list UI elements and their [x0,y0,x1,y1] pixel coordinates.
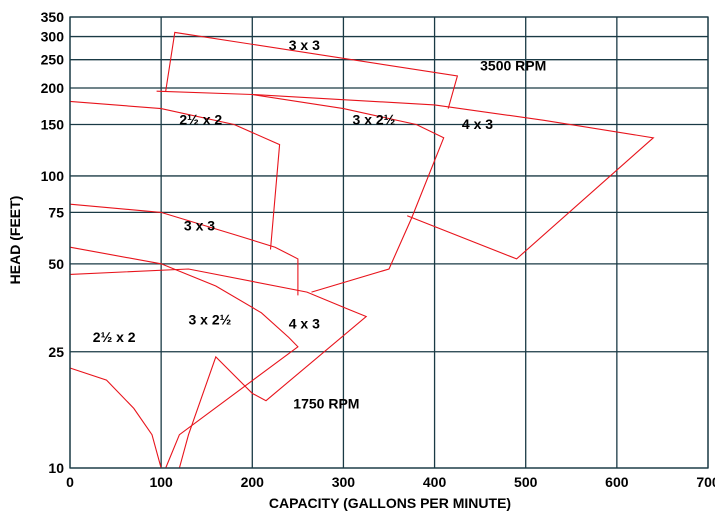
y-axis-label: HEAD (FEET) [7,196,23,285]
y-tick-label: 50 [48,256,64,272]
region-label: 2½ x 2 [179,111,222,127]
tick-labels: 0 100 200 300 400 500 600 700 10 25 50 75 100 150 200 2… [41,9,715,490]
y-tick-label: 75 [48,204,64,220]
pump-curve [156,90,445,293]
x-axis-label: CAPACITY (GALLONS PER MINUTE) [269,495,511,511]
region-label: 2½ x 2 [93,329,136,345]
y-tick-label: 350 [41,9,65,25]
x-tick-label: 600 [605,474,629,490]
pump-curve [252,93,655,260]
region-label: 3500 RPM [480,57,546,73]
pump-curve [69,246,299,469]
pump-curve [69,367,162,469]
region-label: 3 x 2½ [188,311,231,327]
region-label: 4 x 3 [462,116,493,132]
y-tick-label: 300 [41,29,65,45]
pump-curve [69,100,281,250]
x-tick-label: 400 [423,474,447,490]
pump-curve [69,268,368,469]
y-tick-label: 25 [48,344,64,360]
x-tick-label: 700 [696,474,715,490]
x-tick-label: 300 [332,474,356,490]
y-tick-label: 100 [41,168,65,184]
region-label: 1750 RPM [293,395,359,411]
region-label: 3 x 3 [289,37,320,53]
y-tick-label: 250 [41,52,65,68]
region-labels: 3 x 3 3500 RPM 2½ x 2 3 x 2½ 4 x 3 3 x 3 3 x 2… [93,37,547,411]
y-tick-label: 10 [48,460,64,476]
x-tick-label: 100 [149,474,173,490]
plot-border [69,16,709,469]
plot-frame [69,16,709,469]
pump-curve [69,203,299,296]
y-tick-label: 200 [41,80,65,96]
x-tick-label: 200 [241,474,265,490]
pump-curve [165,31,459,109]
y-tick-label: 150 [41,116,65,132]
x-tick-label: 500 [514,474,538,490]
grid-layer [69,16,709,469]
region-label: 4 x 3 [289,316,320,332]
region-label: 3 x 2½ [353,111,396,127]
region-label: 3 x 3 [184,218,215,234]
curves-layer [69,31,655,469]
x-tick-label: 0 [66,474,74,490]
